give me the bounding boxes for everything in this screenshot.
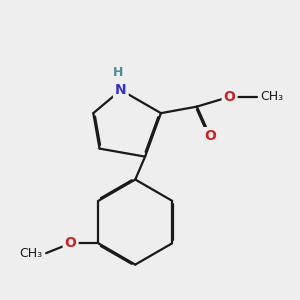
Text: CH₃: CH₃ [20,247,43,260]
Text: H: H [112,65,123,79]
Text: CH₃: CH₃ [261,90,284,103]
Text: O: O [65,236,76,250]
Text: O: O [204,129,216,143]
Text: O: O [224,90,236,104]
Text: N: N [115,83,127,97]
